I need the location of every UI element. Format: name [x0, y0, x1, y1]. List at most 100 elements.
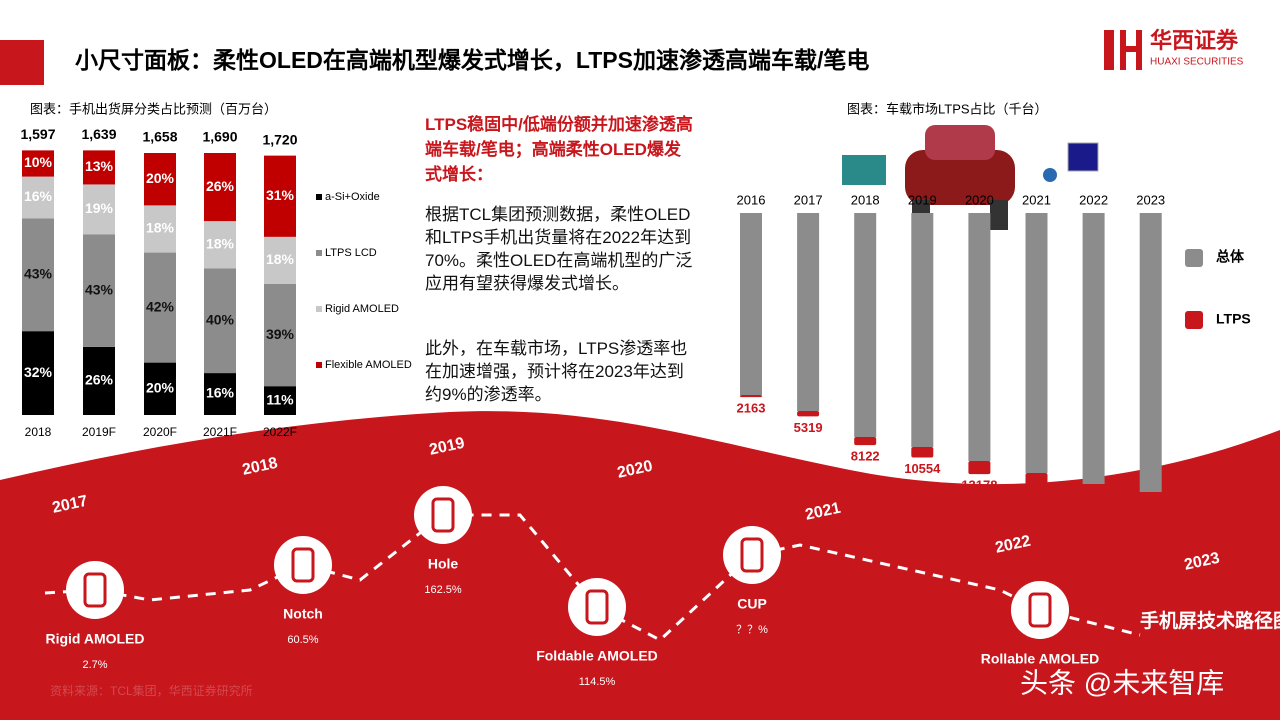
paragraph: 根据TCL集团预测数据，柔性OLED 和LTPS手机出货量将在2022年达到70… [425, 205, 693, 293]
value-label: 2163 [737, 401, 766, 416]
bar-segment [264, 236, 296, 284]
legend-label: Rigid AMOLED [325, 303, 399, 315]
bar-segment [1082, 484, 1105, 502]
bar-segment [1025, 213, 1048, 473]
value-label: 8122 [851, 449, 880, 464]
bar-segment [264, 386, 296, 415]
value-label: 17971 [1076, 505, 1112, 520]
bar-segment [911, 213, 934, 447]
value-label: 43% [85, 281, 114, 297]
legend-label: LTPS [1216, 311, 1251, 327]
total-label: 1,639 [81, 126, 116, 142]
phone-icon [291, 547, 315, 583]
x-tick-label: 2020 [965, 192, 994, 207]
value-label: 15754 [1018, 492, 1055, 507]
bar-segment [1025, 473, 1048, 489]
bar-segment [1082, 213, 1105, 484]
x-tick-label: 2018 [25, 425, 52, 439]
x-tick-label: 2021F [203, 425, 237, 439]
legend-label: LTPS LCD [325, 247, 377, 259]
value-label: 20% [146, 380, 175, 396]
value-label: 11% [266, 391, 294, 407]
item-note: 162.5% [424, 584, 462, 596]
x-tick-label: 2020F [143, 425, 177, 439]
paragraph: 此外，在车载市场，LTPS渗透率也在加速增强，预计将在2023年达到约9%的渗透… [425, 339, 688, 404]
x-tick-label: 2019 [908, 192, 937, 207]
source: 资料来源：TCL集团，华西证券研究所 [50, 683, 253, 698]
phone-icon [740, 537, 764, 573]
legend-swatch [316, 306, 322, 312]
value-label: 13178 [961, 478, 997, 493]
bar-segment [22, 176, 54, 219]
chart-title: 图表：车载市场LTPS占比（千台） [847, 101, 1048, 116]
bar-segment [1139, 492, 1162, 512]
x-tick-label: 2017 [794, 192, 823, 207]
value-label: 42% [146, 298, 175, 314]
bar-segment [204, 153, 236, 222]
title-mark [0, 40, 44, 85]
bar-segment [740, 213, 762, 395]
value-label: 43% [24, 266, 53, 282]
item-label: Hole [428, 556, 459, 572]
x-tick-label: 2019F [82, 425, 116, 439]
value-label: 16% [206, 385, 235, 401]
icon-pin [1043, 168, 1057, 182]
tech-icon [723, 526, 781, 584]
bar-segment [1139, 213, 1162, 492]
bar-segment [83, 346, 115, 415]
value-label: 10554 [904, 461, 941, 476]
value-label: 18% [206, 235, 235, 251]
timeline-path [44, 513, 1141, 642]
icon-screen [842, 155, 886, 185]
legend-label: a-Si+Oxide [325, 191, 380, 203]
value-label: 5319 [794, 420, 823, 435]
phone-icon [431, 497, 455, 533]
slide-title: 小尺寸面板：柔性OLED在高端机型爆发式增长，LTPS加速渗透高端车载/笔电 [75, 47, 869, 73]
value-label: 26% [85, 372, 114, 388]
item-label: CUP [737, 596, 767, 612]
item-label: Rigid AMOLED [45, 631, 144, 647]
item-label: Foldable AMOLED [536, 648, 658, 664]
bar-segment [797, 411, 820, 417]
tech-icon [274, 536, 332, 594]
tech-icon [1011, 581, 1069, 639]
chart-title: 图表：手机出货屏分类占比预测（百万台） [30, 101, 277, 116]
bar-segment [264, 155, 296, 237]
bar-segment [22, 150, 54, 177]
heading: LTPS稳固中/低端份额并加速渗透高端车载/笔电；高端柔性OLED爆发式增长： [425, 115, 693, 184]
phone-icon [1028, 592, 1052, 628]
logo-en: HUAXI SECURITIES [1150, 57, 1244, 68]
x-tick-label: 2018 [851, 192, 880, 207]
value-label: 10% [24, 154, 53, 170]
bar-segment [204, 268, 236, 374]
x-tick-label: 2016 [737, 192, 766, 207]
total-label: 1,658 [142, 129, 177, 145]
legend-swatch [1185, 249, 1203, 267]
value-label: 18% [146, 220, 175, 236]
bar-segment [854, 437, 877, 446]
legend-swatch [316, 194, 322, 200]
bar-segment [22, 331, 54, 415]
item-label: Notch [283, 606, 323, 622]
value-label: 19325 [1133, 515, 1169, 530]
value-label: 40% [206, 311, 235, 327]
bar-segment [968, 461, 991, 475]
bar-segment [144, 153, 176, 206]
item-note: 2.7% [82, 659, 107, 671]
logo-cn: 华西证券 [1150, 28, 1239, 53]
item-note: 60.5% [287, 634, 318, 646]
bar-segment [144, 252, 176, 363]
phone-icon [83, 572, 107, 608]
bar-segment [911, 447, 934, 458]
bar-segment [854, 213, 877, 437]
value-label: 20% [146, 170, 175, 186]
item-label: Rollable AMOLED [981, 651, 1100, 667]
tech-icon [414, 486, 472, 544]
value-label: 13% [85, 158, 114, 174]
legend-label: 总体 [1216, 249, 1245, 265]
total-label: 1,720 [262, 131, 297, 147]
x-tick-label: 2023 [1136, 192, 1165, 207]
wave [0, 411, 1280, 720]
bar-segment [144, 205, 176, 253]
